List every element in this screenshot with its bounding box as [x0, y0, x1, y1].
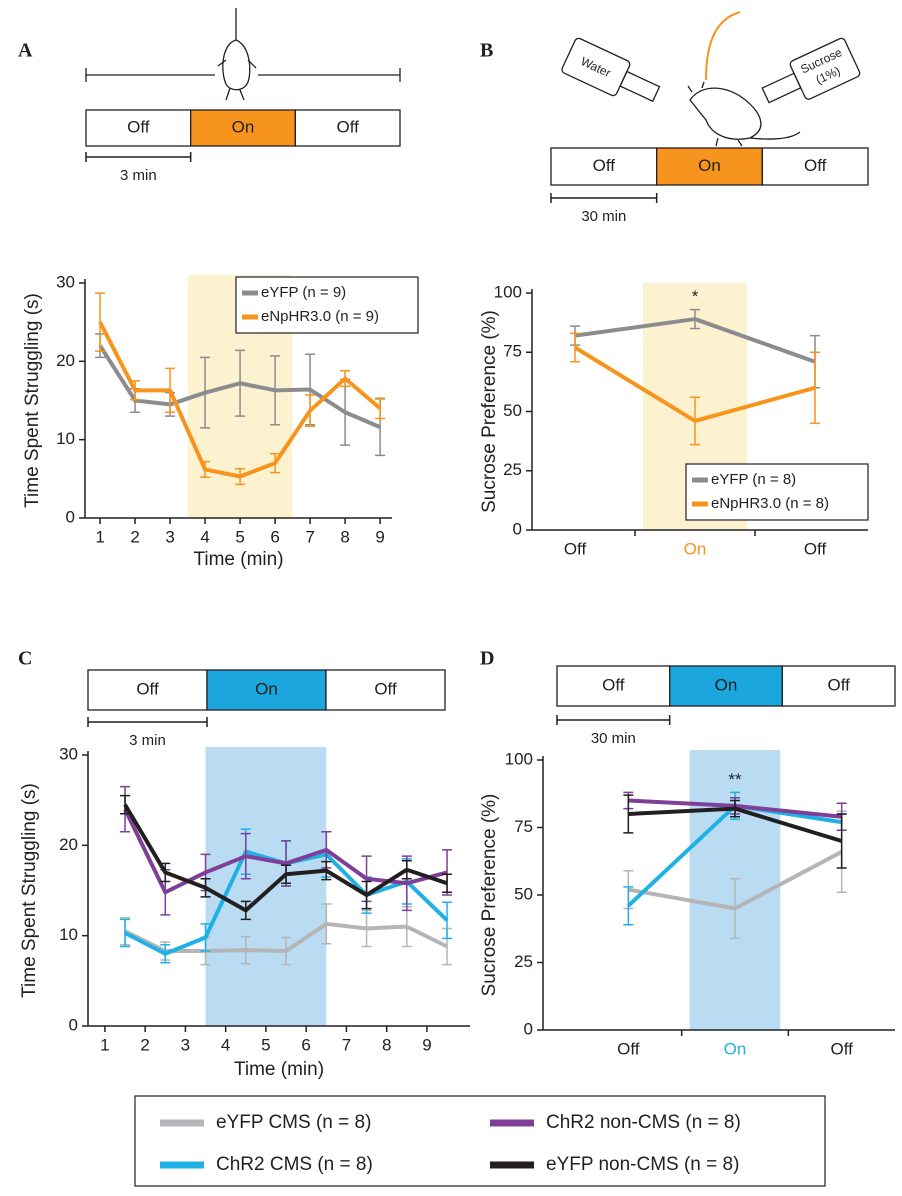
phase-label: Off	[602, 675, 625, 694]
y-tick-label: 30	[56, 272, 75, 291]
legend-label: eNpHR3.0 (n = 8)	[711, 495, 829, 512]
phase-label: Off	[336, 117, 359, 136]
x-tick-label: 5	[235, 527, 244, 546]
scale-label: 3 min	[120, 167, 157, 184]
x-tick-label: 4	[221, 1035, 230, 1054]
y-tick-label: 0	[66, 507, 75, 526]
x-tick-label: 5	[261, 1035, 270, 1054]
y-axis-label: Sucrose Preference (%)	[479, 794, 500, 997]
y-tick-label: 25	[514, 952, 533, 971]
phase-label: Off	[127, 117, 150, 136]
x-tick-label: Off	[830, 1039, 853, 1058]
legend-label: ChR2 non-CMS (n = 8)	[546, 1112, 741, 1133]
y-tick-label: 30	[59, 744, 78, 763]
legend-label: eYFP non-CMS (n = 8)	[546, 1154, 739, 1175]
x-tick-label: 2	[140, 1035, 149, 1054]
x-tick-label: 3	[165, 527, 174, 546]
x-tick-label: Off	[617, 1039, 640, 1058]
legend-label: eYFP (n = 9)	[261, 284, 346, 301]
x-tick-label: 9	[422, 1035, 431, 1054]
x-tick-label: Off	[564, 539, 587, 558]
panel-label: C	[18, 648, 32, 670]
y-tick-label: 100	[505, 749, 533, 768]
x-tick-label: 8	[340, 527, 349, 546]
error-bar	[623, 887, 633, 925]
panel-label: B	[480, 40, 493, 62]
x-tick-label: 7	[305, 527, 314, 546]
y-tick-label: 50	[503, 401, 522, 420]
x-tick-label: 1	[100, 1035, 109, 1054]
x-tick-label: On	[724, 1039, 747, 1058]
x-tick-label: 2	[130, 527, 139, 546]
legend-label: eNpHR3.0 (n = 9)	[261, 308, 379, 325]
phase-label: Off	[804, 156, 827, 175]
y-tick-label: 20	[59, 835, 78, 854]
phase-label: Off	[593, 156, 616, 175]
sucrose-test-sketch: Water Sucrose (1%)	[561, 12, 861, 146]
y-axis-label: Time Spent Struggling (s)	[19, 783, 40, 998]
y-tick-label: 10	[59, 925, 78, 944]
x-tick-label: 7	[342, 1035, 351, 1054]
phase-label: Off	[827, 675, 850, 694]
x-tick-label: 6	[270, 527, 279, 546]
figure: Water Sucrose (1%) A Off On Off 3 min B Off On O…	[0, 0, 902, 1196]
x-tick-label: 8	[382, 1035, 391, 1054]
phase-label: On	[232, 117, 255, 136]
y-tick-label: 20	[56, 351, 75, 370]
x-tick-label: Off	[804, 539, 827, 558]
tail-suspension-sketch	[86, 8, 400, 100]
annotation: **	[728, 770, 742, 789]
x-tick-label: 9	[375, 527, 384, 546]
x-tick-label: 1	[95, 527, 104, 546]
x-tick-label: 4	[200, 527, 209, 546]
panel-label: A	[18, 40, 33, 62]
x-axis-label: Time (min)	[234, 1059, 324, 1080]
legend-label: ChR2 CMS (n = 8)	[216, 1154, 373, 1175]
y-axis-label: Sucrose Preference (%)	[479, 310, 500, 513]
y-tick-label: 0	[524, 1019, 533, 1038]
legend-label: eYFP CMS (n = 8)	[216, 1112, 371, 1133]
phase-label: Off	[374, 679, 397, 698]
phase-label: On	[698, 156, 721, 175]
y-axis-label: Time Spent Struggling (s)	[22, 293, 43, 508]
y-tick-label: 10	[56, 429, 75, 448]
scale-label: 3 min	[129, 732, 166, 749]
phase-label: On	[255, 679, 278, 698]
bottle-label: Water	[579, 54, 614, 80]
y-tick-label: 25	[503, 460, 522, 479]
x-tick-label: On	[684, 539, 707, 558]
y-tick-label: 0	[69, 1015, 78, 1034]
scale-label: 30 min	[581, 208, 626, 225]
phase-label: On	[715, 675, 738, 694]
y-tick-label: 0	[513, 519, 522, 538]
x-tick-label: 3	[181, 1035, 190, 1054]
y-tick-label: 50	[514, 884, 533, 903]
phase-label: Off	[136, 679, 159, 698]
legend-label: eYFP (n = 8)	[711, 471, 796, 488]
x-axis-label: Time (min)	[193, 549, 283, 570]
y-tick-label: 75	[503, 342, 522, 361]
annotation: *	[692, 287, 699, 306]
y-tick-label: 100	[494, 282, 522, 301]
panel-label: D	[480, 648, 494, 670]
highlight-band	[206, 747, 327, 1026]
scale-label: 30 min	[591, 730, 636, 747]
y-tick-label: 75	[514, 817, 533, 836]
x-tick-label: 6	[301, 1035, 310, 1054]
